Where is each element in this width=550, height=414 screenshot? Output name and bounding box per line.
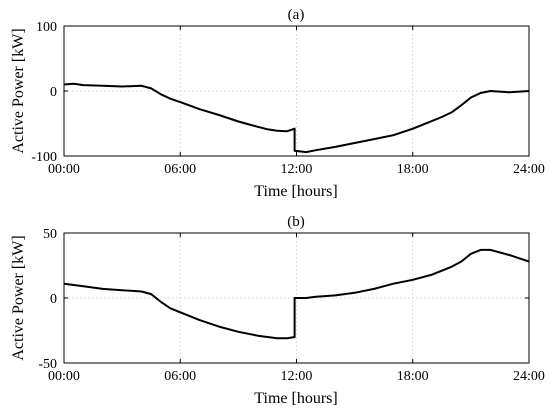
x-tick-label: 06:00 [164, 162, 196, 177]
panel-a-x-axis-label: Time [hours] [254, 183, 337, 200]
x-tick-label: 06:00 [164, 369, 196, 384]
y-tick-label: 100 [36, 20, 57, 35]
panel-b: (b) 00:00 06:00 12:00 18:00 24:00 -50 0 50 Acti… [10, 214, 545, 407]
panel-b-tick-labels: 00:00 06:00 12:00 18:00 24:00 -50 0 50 [38, 227, 545, 384]
y-tick-label: -50 [38, 357, 57, 372]
x-tick-label: 18:00 [397, 369, 429, 384]
panel-a-tick-labels: 00:00 06:00 12:00 18:00 24:00 -100 0 100 [31, 20, 545, 177]
x-tick-label: 12:00 [281, 369, 313, 384]
panel-a-grid [64, 26, 529, 156]
panel-a-y-axis-label: Active Power [kW] [10, 28, 27, 153]
panel-a: (a) 00:00 06:00 12:00 18:00 24:00 -100 0 100 Ac… [10, 7, 545, 200]
x-tick-label: 24:00 [513, 369, 545, 384]
panel-b-title: (b) [287, 214, 305, 230]
panel-a-series-line [63, 82, 530, 154]
panel-b-y-axis-label: Active Power [kW] [10, 235, 27, 360]
y-tick-label: 0 [50, 85, 57, 100]
y-tick-label: -100 [31, 150, 57, 165]
y-tick-label: 0 [50, 292, 57, 307]
x-tick-label: 12:00 [281, 162, 313, 177]
x-tick-label: 00:00 [48, 162, 80, 177]
x-tick-label: 24:00 [513, 162, 545, 177]
panel-b-series-line [63, 248, 530, 340]
panel-a-title: (a) [288, 7, 305, 23]
y-tick-label: 50 [43, 227, 57, 242]
panel-b-x-axis-label: Time [hours] [254, 390, 337, 407]
x-tick-label: 00:00 [48, 369, 80, 384]
x-tick-label: 18:00 [397, 162, 429, 177]
